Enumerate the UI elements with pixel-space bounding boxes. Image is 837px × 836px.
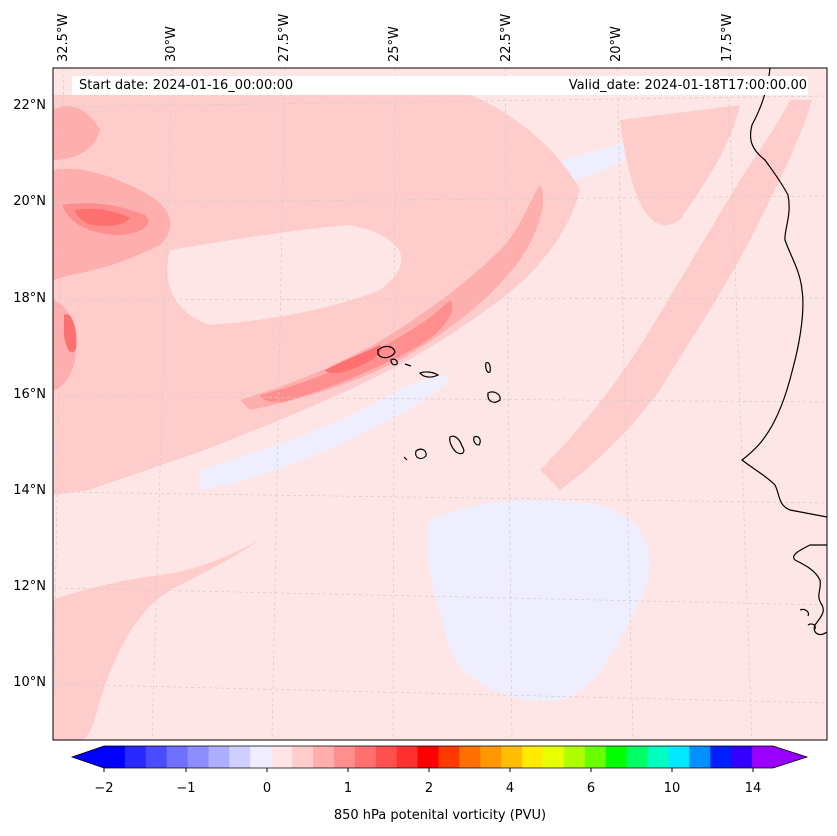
colorbar-tick-label: 4 [505,781,515,796]
pv-strong-core-west-a [75,208,130,226]
island-maio [473,435,481,446]
colorbar-tick-label: −2 [94,781,114,796]
colorbar-swatch [522,746,544,768]
colorbar-tick-label: 0 [262,781,272,796]
colorbar-tick-label: 6 [586,781,596,796]
island-fogo [415,448,427,460]
date-banner [72,76,808,95]
island-sao-vicente [390,358,398,366]
lon-label-30w: 30°W [164,26,179,62]
colorbar-swatch [731,746,753,768]
colorbar-title: 850 hPa potenital vorticity (PVU) [333,808,547,823]
island-sao-nicolau [418,371,440,378]
colorbar [70,745,809,772]
colorbar-swatch [313,746,335,768]
colorbar-tick-label: 2 [424,781,434,796]
coastlines [377,68,827,636]
lon-label-25w: 25°W [387,26,402,62]
graticule [53,68,827,740]
pv-negative-band [200,376,450,490]
colorbar-swatch [605,746,628,768]
colorbar-tick-label: 1 [343,781,353,796]
lon-label-20w: 20°W [609,26,624,62]
colorbar-swatch [689,746,711,768]
pv-medium-band-main [240,185,544,410]
start-date-label: Start date: 2024-01-16_00:00:00 [79,78,294,93]
valid-date-label: Valid_date: 2024-01-18T17:00:00.00 [568,78,807,93]
pv-strong-core-center [325,345,382,374]
colorbar-swatch [104,746,126,768]
colorbar-swatch [124,746,147,768]
colorbar-swatch [292,746,314,768]
colorbar-swatch [752,746,774,768]
colorbar-swatch [229,746,251,768]
map-frame [52,67,828,741]
island-santa-luzia [404,363,412,367]
colorbar-swatch [480,746,502,768]
colorbar-swatch [501,746,523,768]
lat-label-12n: 12°N [13,579,46,594]
colorbar-extend-max [773,746,807,768]
colorbar-swatch [584,746,607,768]
lat-label-22n: 22°N [13,98,46,113]
colorbar-tick-label: −1 [176,781,196,796]
africa-coastline [741,68,827,518]
lon-label-17-5w: 17.5°W [720,13,735,62]
pv-positive-band-east [540,100,812,490]
colorbar-swatch [208,746,230,768]
colorbar-swatch [375,746,398,768]
colorbar-swatch [417,746,439,768]
colorbar-tick-label: 10 [663,781,681,796]
colorbar-swatch [543,746,565,768]
colorbar-tick-label: 14 [744,781,762,796]
colorbar-swatch [333,746,356,768]
colorbar-swatch [710,746,732,768]
pv-positive-band-north [620,105,740,226]
island-santiago [449,435,465,455]
colorbar-swatch [438,746,460,768]
lon-label-22-5w: 22.5°W [499,13,514,62]
colorbar-swatch [626,746,649,768]
colorbar-swatch [647,746,669,768]
colorbar-swatch [396,746,419,768]
colorbar-swatch [250,746,272,768]
colorbar-swatch [668,746,690,768]
colorbar-swatch [271,746,293,768]
map-area [53,68,827,740]
colorbar-swatch [563,746,586,768]
colorbar-swatch [166,746,189,768]
colorbar-swatch [354,746,377,768]
lat-label-18n: 18°N [13,291,46,306]
pv-gap-region [167,225,402,325]
lat-label-20n: 20°N [13,194,46,209]
lat-label-14n: 14°N [13,483,46,498]
pv-positive-band-southwest [53,540,260,740]
colorbar-swatch [187,746,210,768]
colorbar-swatch [145,746,168,768]
pv-strong-core-main [260,300,453,403]
island-santo-antao [377,345,396,359]
pv-negative-region [427,500,650,701]
islands-bijagos [799,608,816,631]
lon-label-32-5w: 32.5°W [56,13,71,62]
pv-medium-region-west2 [53,106,100,160]
island-boa-vista [487,391,501,403]
pv-strong-core-west-b [64,314,77,353]
lat-label-16n: 16°N [13,387,46,402]
colorbar-extend-min [72,746,104,768]
colorbar-swatch [459,746,481,768]
island-sal [485,361,491,373]
lon-label-27-5w: 27.5°W [277,13,292,62]
island-brava [403,456,408,461]
lat-label-10n: 10°N [13,675,46,690]
